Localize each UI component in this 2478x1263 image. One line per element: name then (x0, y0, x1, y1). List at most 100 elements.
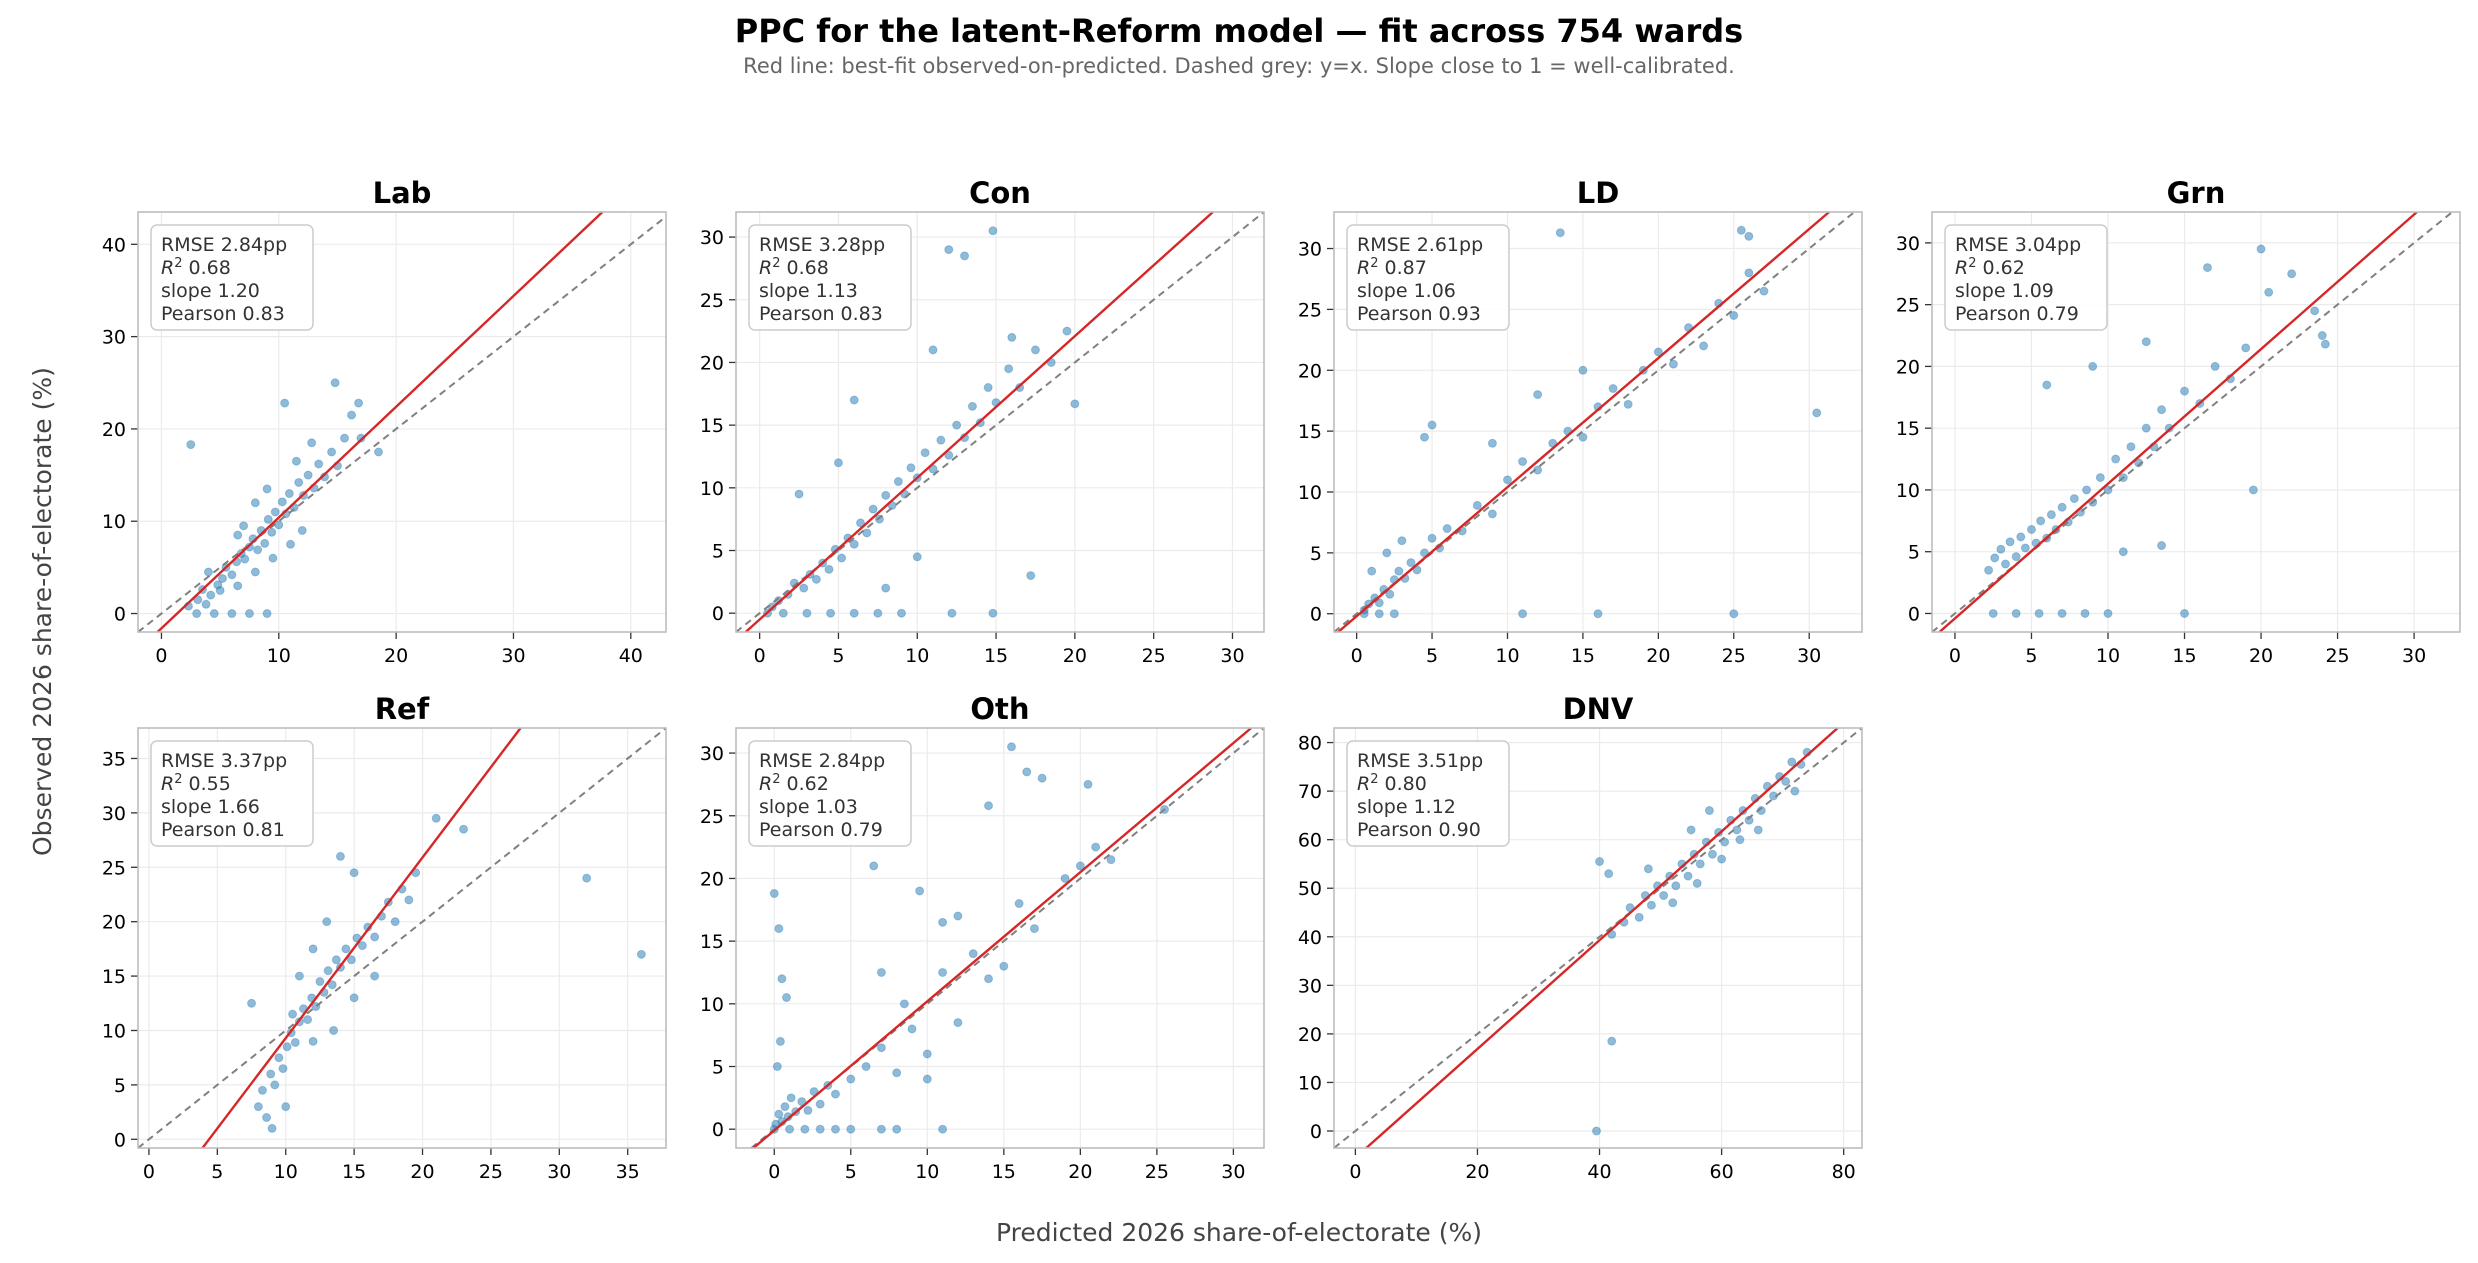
scatter-point (1683, 871, 1693, 881)
scatter-point (2095, 473, 2105, 483)
scatter-points (1591, 747, 1812, 1136)
panel-frame (735, 211, 1265, 633)
x-tick-label: 0 (155, 645, 167, 667)
scatter-point (2210, 361, 2220, 371)
y-tick-label: 10 (1896, 480, 1920, 502)
stat-rmse: RMSE 3.04pp (1955, 234, 2081, 256)
scatter-point (881, 583, 891, 593)
scatter-point (2157, 405, 2167, 415)
scatter-point (277, 497, 287, 507)
x-tick-label: 10 (1495, 645, 1519, 667)
scatter-point (201, 599, 211, 609)
scatter-point (2264, 287, 2274, 297)
y-tick-label: 10 (1298, 1072, 1322, 1094)
panel-frame (1333, 727, 1863, 1149)
x-tick-label: 25 (479, 1161, 503, 1183)
scatter-point (2180, 386, 2190, 396)
scatter-point (2241, 343, 2251, 353)
scatter-point (1026, 571, 1036, 581)
x-tick-label: 5 (1426, 645, 1438, 667)
scatter-point (2034, 608, 2044, 618)
x-tick-label: 0 (1949, 645, 1961, 667)
panel-con: 0 5 10 15 20 25 30 0 5 10 15 20 25 30 Con RMSE 3.28ppR2… (700, 176, 1265, 667)
stat-pearson: Pearson 0.79 (759, 819, 883, 841)
scatter-point (327, 980, 337, 990)
x-tick-label: 0 (1349, 1161, 1361, 1183)
scatter-point (774, 1109, 784, 1119)
scatter-point (250, 567, 260, 577)
scatter-point (780, 1102, 790, 1112)
stat-slope: slope 1.03 (759, 796, 858, 818)
scatter-point (253, 1102, 263, 1112)
stat-pearson: Pearson 0.83 (161, 303, 285, 325)
x-tick-label: 30 (1221, 1161, 1245, 1183)
scatter-point (1022, 767, 1032, 777)
scatter-point (582, 873, 592, 883)
scatter-point (2080, 608, 2090, 618)
scatter-point (186, 440, 196, 450)
scatter-point (266, 1069, 276, 1079)
scatter-point (1699, 341, 1709, 351)
scatter-point (323, 966, 333, 976)
scatter-point (984, 801, 994, 811)
y-tick-label: 30 (1298, 239, 1322, 261)
scatter-point (2057, 608, 2067, 618)
y-tick-label: 15 (1298, 421, 1322, 443)
best-fit-line (744, 212, 1214, 632)
scatter-point (799, 583, 809, 593)
scatter-point (1502, 475, 1512, 485)
scatter-point (431, 813, 441, 823)
y-tick-label: 70 (1298, 781, 1322, 803)
scatter-point (861, 1062, 871, 1072)
shared-x-axis-label: Predicted 2026 share-of-electorate (%) (996, 1218, 1482, 1247)
scatter-point (800, 1124, 810, 1134)
panel-frame (1333, 211, 1863, 633)
stat-rmse: RMSE 3.28pp (759, 234, 885, 256)
scatter-point (374, 447, 384, 457)
x-tick-label: 40 (619, 645, 643, 667)
panel-ref: 0 5 10 15 20 25 30 35 0 5 10 15 20 25 30 35 Ref RMSE 3.37… (102, 692, 667, 1183)
scatter-point (354, 398, 364, 408)
scatter-point (1374, 598, 1384, 608)
y-tick-label: 25 (1896, 295, 1920, 317)
y-tick-label: 10 (700, 478, 724, 500)
y-tick-label: 15 (1896, 418, 1920, 440)
stat-pearson: Pearson 0.93 (1357, 303, 1481, 325)
scatter-point (1738, 806, 1748, 816)
scatter-point (777, 974, 787, 984)
scatter-point (244, 609, 254, 619)
y-tick-label: 20 (1298, 1024, 1322, 1046)
identity-line (138, 215, 666, 632)
scatter-point (290, 1037, 300, 1047)
scatter-point (1374, 609, 1384, 619)
scatter-point (912, 552, 922, 562)
scatter-point (802, 608, 812, 618)
y-tick-label: 0 (712, 1119, 724, 1141)
scatter-point (1996, 544, 2006, 554)
y-tick-label: 10 (700, 994, 724, 1016)
scatter-points (247, 813, 646, 1133)
scatter-point (1394, 566, 1404, 576)
scatter-point (830, 1124, 840, 1134)
scatter-point (896, 608, 906, 618)
x-tick-label: 0 (1351, 645, 1363, 667)
scatter-point (314, 459, 324, 469)
scatter-point (2011, 608, 2021, 618)
best-fit-line (1337, 212, 1830, 632)
scatter-point (268, 553, 278, 563)
scatter-point (2069, 494, 2079, 504)
scatter-point (1030, 345, 1040, 355)
y-tick-label: 5 (114, 1075, 126, 1097)
scatter-point (357, 941, 367, 951)
scatter-point (206, 590, 216, 600)
scatter-point (1790, 786, 1800, 796)
scatter-point (906, 463, 916, 473)
scatter-point (1427, 533, 1437, 543)
x-tick-label: 20 (1063, 645, 1087, 667)
scatter-point (1595, 857, 1605, 867)
stat-r2: R2 0.55 (161, 772, 231, 795)
scatter-point (1787, 757, 1797, 767)
y-tick-label: 20 (102, 912, 126, 934)
x-tick-label: 5 (2025, 645, 2037, 667)
scatter-point (952, 420, 962, 430)
